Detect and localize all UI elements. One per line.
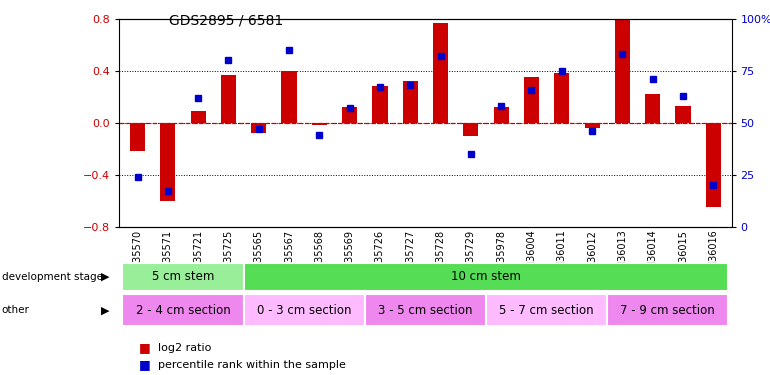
Text: ▶: ▶	[101, 272, 110, 282]
Text: 2 - 4 cm section: 2 - 4 cm section	[136, 304, 230, 317]
Bar	[706, 123, 721, 207]
Bar	[614, 20, 630, 123]
Bar	[403, 81, 418, 123]
Bar	[645, 94, 661, 123]
Bar	[122, 294, 243, 326]
Text: ▶: ▶	[101, 305, 110, 315]
Bar	[312, 123, 327, 125]
Text: development stage: development stage	[2, 272, 102, 282]
Text: 5 cm stem: 5 cm stem	[152, 270, 214, 283]
Text: ■: ■	[139, 342, 150, 354]
Bar	[243, 294, 365, 326]
Bar	[524, 77, 539, 123]
Text: ■: ■	[139, 358, 150, 371]
Text: 5 - 7 cm section: 5 - 7 cm section	[499, 304, 594, 317]
Bar	[130, 123, 145, 152]
Bar	[486, 294, 608, 326]
Bar	[282, 71, 296, 123]
Text: other: other	[2, 305, 29, 315]
Bar	[494, 107, 509, 123]
Text: percentile rank within the sample: percentile rank within the sample	[158, 360, 346, 369]
Bar	[160, 123, 176, 201]
Text: 7 - 9 cm section: 7 - 9 cm section	[621, 304, 715, 317]
Bar	[373, 86, 387, 123]
Bar	[221, 75, 236, 123]
Text: 3 - 5 cm section: 3 - 5 cm section	[378, 304, 473, 317]
Bar	[584, 123, 600, 128]
Bar	[342, 107, 357, 123]
Text: 10 cm stem: 10 cm stem	[451, 270, 521, 283]
Text: log2 ratio: log2 ratio	[158, 343, 211, 353]
Bar	[608, 294, 728, 326]
Text: 0 - 3 cm section: 0 - 3 cm section	[257, 304, 351, 317]
Bar	[122, 262, 243, 291]
Bar	[675, 106, 691, 123]
Bar	[251, 123, 266, 133]
Bar	[464, 123, 478, 136]
Bar	[190, 111, 206, 123]
Bar	[243, 262, 728, 291]
Text: GDS2895 / 6581: GDS2895 / 6581	[169, 13, 283, 27]
Bar	[365, 294, 486, 326]
Bar	[554, 74, 569, 123]
Bar	[433, 22, 448, 123]
